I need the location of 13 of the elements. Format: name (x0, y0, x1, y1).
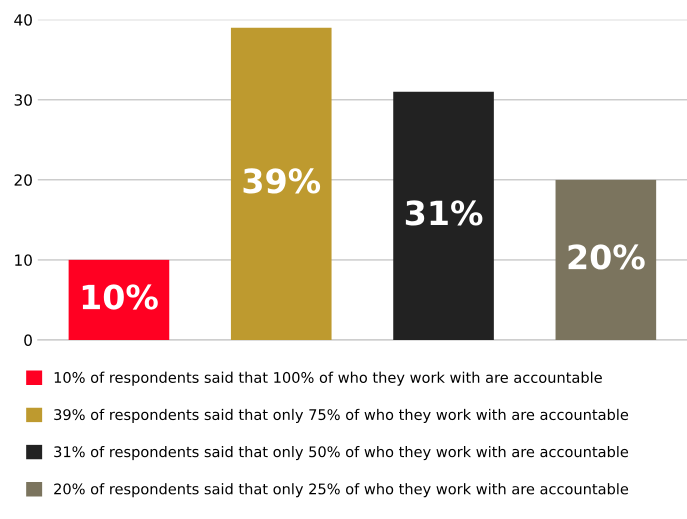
legend-label: 10% of respondents said that 100% of who they work with are accountable (54, 372, 602, 386)
data-label: 10% (82, 284, 158, 310)
legend-label: 39% of respondents said that only 75% of who they work with are accountable (54, 408, 628, 423)
y-tick-label: 20 (14, 174, 32, 186)
y-tick-label: 40 (14, 14, 32, 26)
legend-label: 20% of respondents said that only 25% of who they work with are accountable (54, 483, 628, 498)
legend-label: 31% of respondents said that only 50% of who they work with are accountable (54, 446, 628, 460)
y-tick-label: 10 (15, 254, 32, 266)
data-label: 39% (244, 168, 320, 194)
y-tick-label: 0 (24, 334, 32, 346)
y-tick-label: 30 (14, 94, 32, 106)
data-label: 31% (406, 200, 482, 226)
data-label: 20% (568, 244, 645, 270)
